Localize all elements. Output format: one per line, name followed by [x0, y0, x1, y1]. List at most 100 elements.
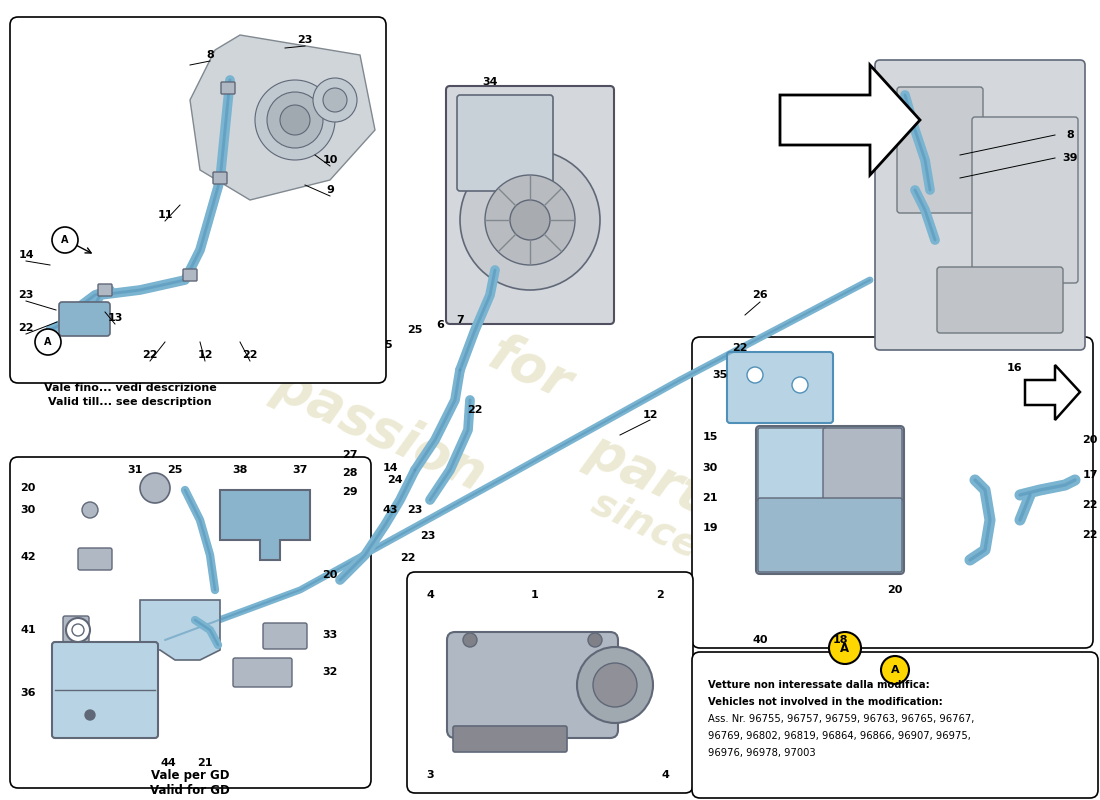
- Text: 8: 8: [1066, 130, 1074, 140]
- Text: 10: 10: [322, 155, 338, 165]
- Text: 22: 22: [242, 350, 257, 360]
- Polygon shape: [780, 65, 920, 175]
- Text: 20: 20: [20, 483, 35, 493]
- FancyBboxPatch shape: [896, 87, 983, 213]
- Text: 30: 30: [21, 505, 35, 515]
- Circle shape: [747, 367, 763, 383]
- Polygon shape: [140, 600, 220, 660]
- Circle shape: [323, 88, 346, 112]
- Text: 12: 12: [642, 410, 658, 420]
- Text: 2: 2: [656, 590, 664, 600]
- Circle shape: [66, 618, 90, 642]
- Text: 7: 7: [456, 315, 464, 325]
- Polygon shape: [220, 490, 310, 560]
- Circle shape: [85, 710, 95, 720]
- Circle shape: [280, 105, 310, 135]
- Text: 29: 29: [342, 487, 358, 497]
- Circle shape: [52, 227, 78, 253]
- Circle shape: [140, 473, 170, 503]
- Text: passion: passion: [266, 358, 494, 502]
- FancyBboxPatch shape: [98, 284, 112, 296]
- Circle shape: [314, 78, 358, 122]
- Text: 23: 23: [297, 35, 312, 45]
- Circle shape: [510, 200, 550, 240]
- Text: 3: 3: [426, 770, 433, 780]
- Text: 20: 20: [1082, 435, 1098, 445]
- Text: 9: 9: [326, 185, 334, 195]
- Text: 27: 27: [342, 450, 358, 460]
- Text: 22: 22: [19, 323, 34, 333]
- FancyBboxPatch shape: [692, 652, 1098, 798]
- Circle shape: [588, 633, 602, 647]
- Circle shape: [255, 80, 336, 160]
- FancyBboxPatch shape: [447, 632, 618, 738]
- Text: 5: 5: [384, 340, 392, 350]
- Text: 24: 24: [387, 475, 403, 485]
- Circle shape: [35, 329, 60, 355]
- FancyBboxPatch shape: [10, 457, 371, 788]
- Circle shape: [578, 647, 653, 723]
- Text: 22: 22: [468, 405, 483, 415]
- FancyBboxPatch shape: [63, 616, 89, 642]
- FancyBboxPatch shape: [692, 337, 1093, 648]
- Text: 96976, 96978, 97003: 96976, 96978, 97003: [708, 748, 815, 758]
- Text: 25: 25: [407, 325, 422, 335]
- Text: 21: 21: [702, 493, 717, 503]
- FancyBboxPatch shape: [456, 95, 553, 191]
- Circle shape: [267, 92, 323, 148]
- Circle shape: [463, 633, 477, 647]
- Text: 38: 38: [232, 465, 248, 475]
- Text: 6: 6: [436, 320, 444, 330]
- Text: 42: 42: [20, 552, 36, 562]
- Text: 16: 16: [1008, 363, 1023, 373]
- Text: Vehicles not involved in the modification:: Vehicles not involved in the modificatio…: [708, 697, 943, 707]
- Text: 32: 32: [322, 667, 338, 677]
- Circle shape: [72, 624, 84, 636]
- Circle shape: [593, 663, 637, 707]
- Text: 23: 23: [19, 290, 34, 300]
- FancyBboxPatch shape: [78, 548, 112, 570]
- FancyBboxPatch shape: [59, 302, 110, 336]
- Text: 41: 41: [20, 625, 36, 635]
- FancyBboxPatch shape: [874, 60, 1085, 350]
- FancyBboxPatch shape: [972, 117, 1078, 283]
- FancyBboxPatch shape: [233, 658, 292, 687]
- Text: 14: 14: [382, 463, 398, 473]
- Text: 19: 19: [702, 523, 718, 533]
- Text: Vale per GD: Vale per GD: [151, 769, 229, 782]
- Text: 39: 39: [1063, 153, 1078, 163]
- Circle shape: [485, 175, 575, 265]
- Text: 12: 12: [197, 350, 212, 360]
- Text: 8: 8: [206, 50, 213, 60]
- Text: A: A: [840, 642, 849, 654]
- FancyBboxPatch shape: [407, 572, 693, 793]
- Text: A: A: [44, 337, 52, 347]
- Text: 1: 1: [531, 590, 539, 600]
- Polygon shape: [190, 35, 375, 200]
- Text: A: A: [62, 235, 68, 245]
- FancyBboxPatch shape: [756, 426, 904, 574]
- Circle shape: [881, 656, 909, 684]
- Text: 31: 31: [128, 465, 143, 475]
- FancyBboxPatch shape: [446, 86, 614, 324]
- Text: 20: 20: [322, 570, 338, 580]
- Text: 33: 33: [322, 630, 338, 640]
- Text: A: A: [891, 665, 900, 675]
- Text: 4: 4: [661, 770, 669, 780]
- FancyBboxPatch shape: [213, 172, 227, 184]
- FancyBboxPatch shape: [758, 428, 827, 502]
- FancyBboxPatch shape: [453, 726, 566, 752]
- Text: 21: 21: [197, 758, 212, 768]
- Text: 11: 11: [157, 210, 173, 220]
- FancyBboxPatch shape: [10, 17, 386, 383]
- Circle shape: [829, 632, 861, 664]
- Text: 34: 34: [482, 77, 497, 87]
- Text: 22: 22: [1082, 530, 1098, 540]
- Text: 23: 23: [407, 505, 422, 515]
- Text: 22: 22: [1082, 500, 1098, 510]
- FancyBboxPatch shape: [183, 269, 197, 281]
- Text: 44: 44: [161, 758, 176, 768]
- FancyBboxPatch shape: [727, 352, 833, 423]
- Text: 25: 25: [167, 465, 183, 475]
- Text: Vale fino... vedi descrizione: Vale fino... vedi descrizione: [44, 383, 217, 393]
